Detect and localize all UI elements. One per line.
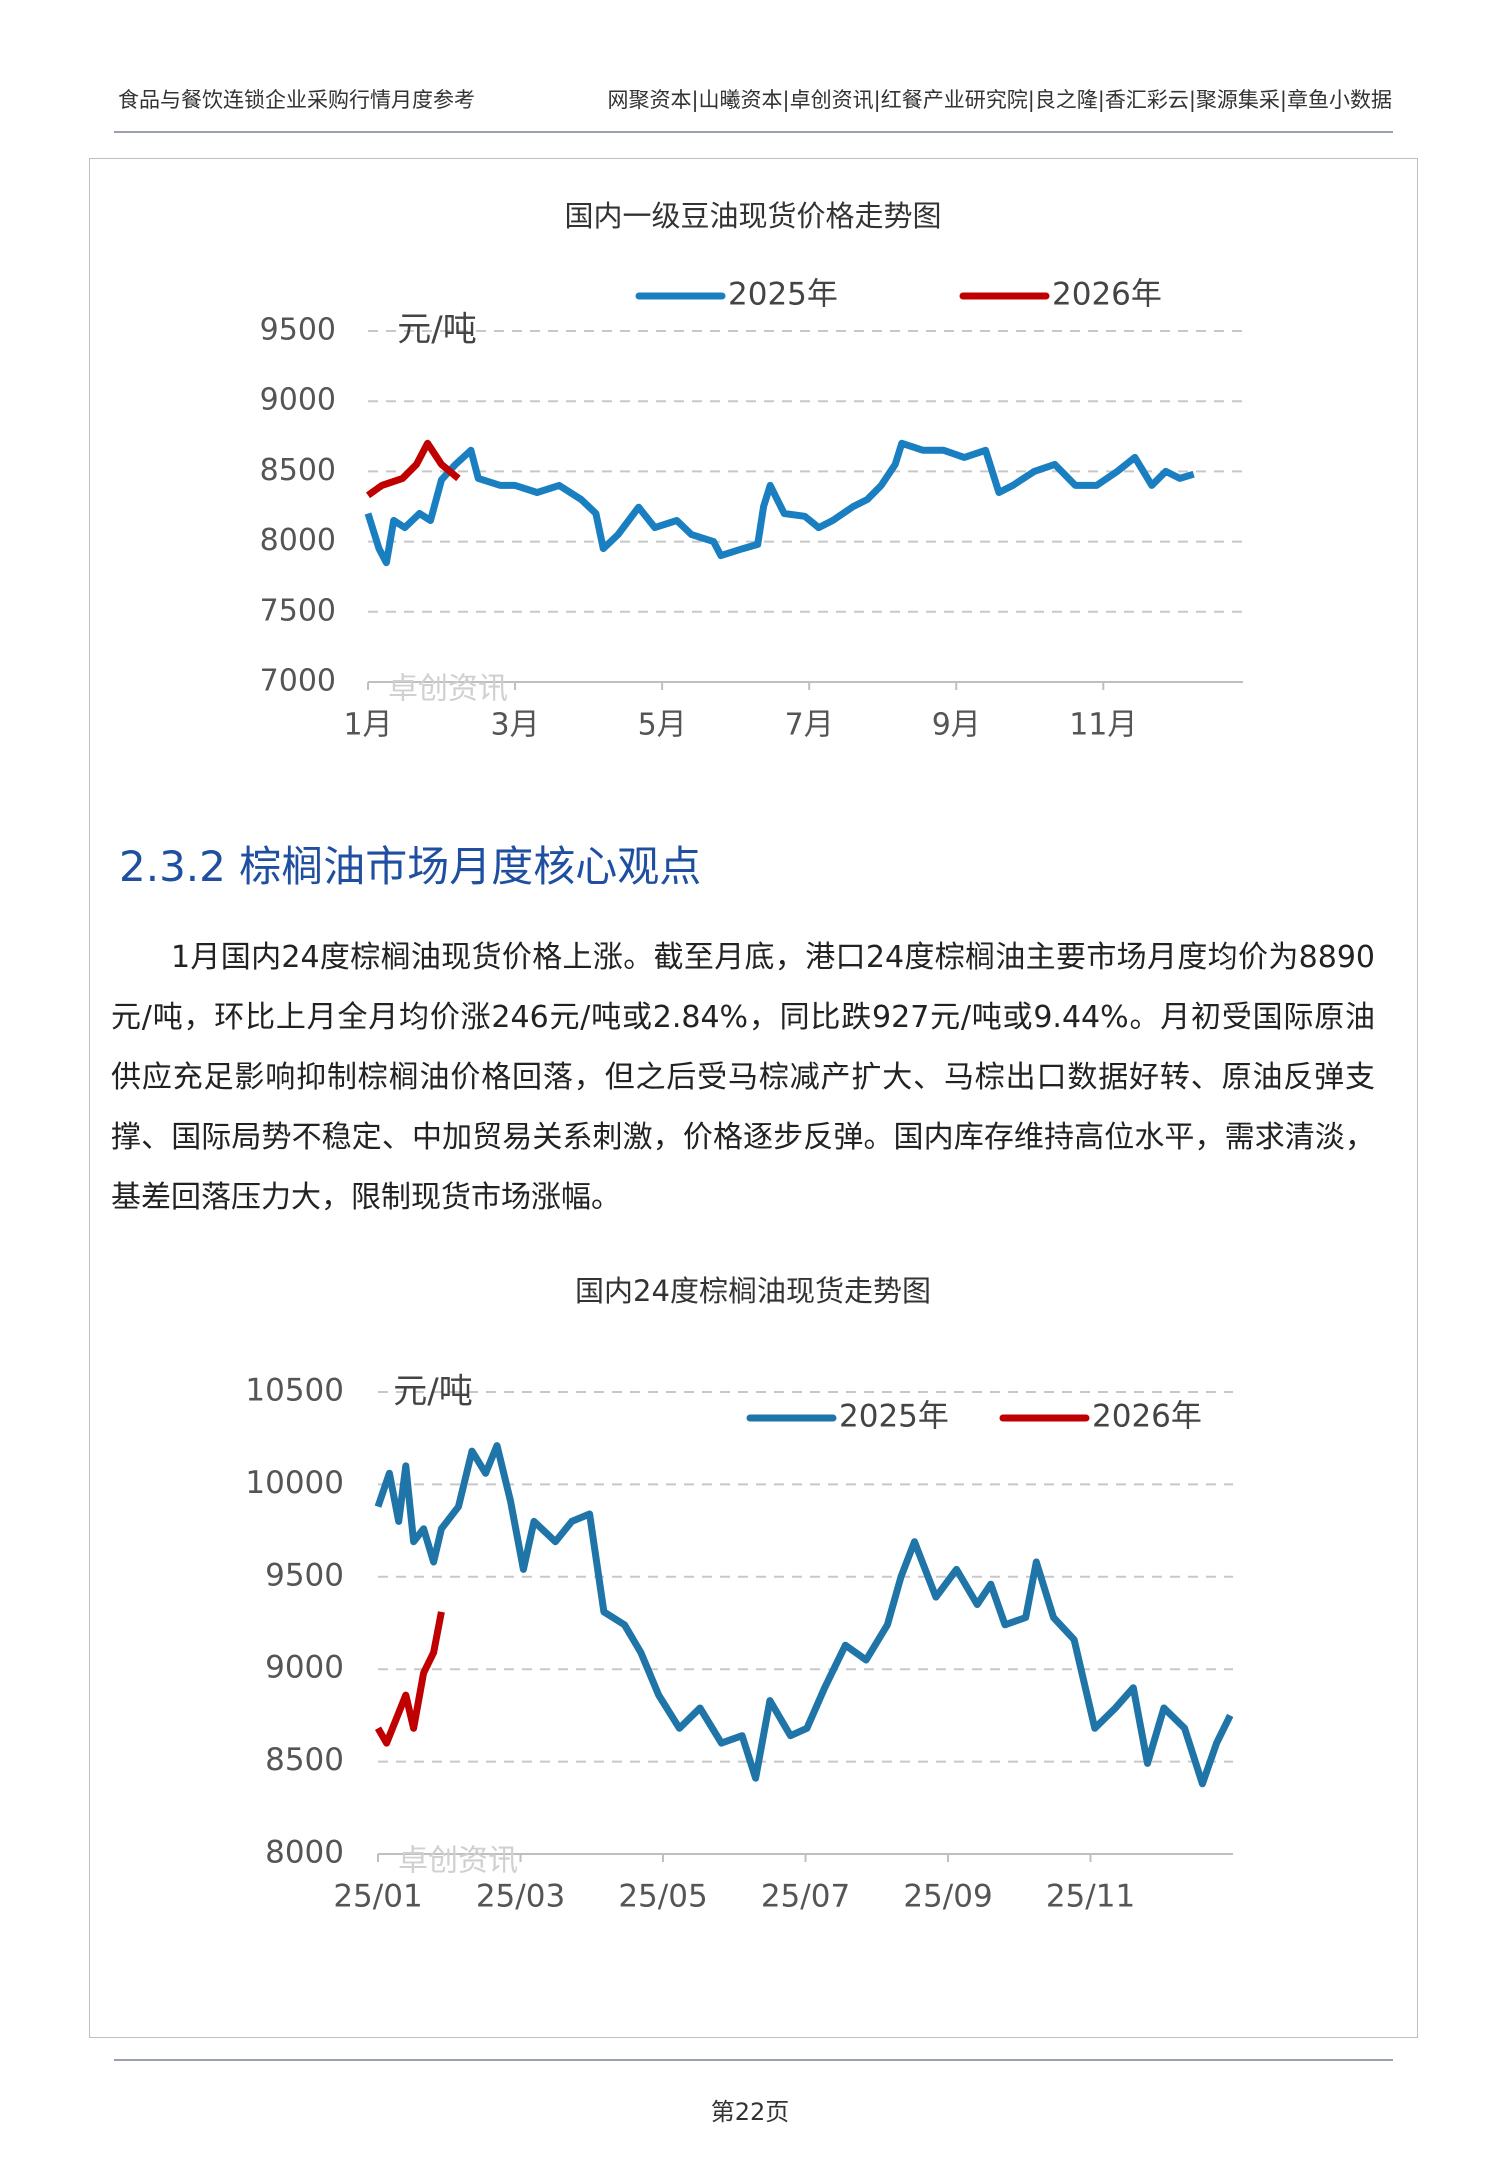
y-tick-label: 9000 bbox=[260, 383, 336, 418]
chart-title: 国内一级豆油现货价格走势图 bbox=[564, 199, 941, 233]
section-heading: 2.3.2 棕榈油市场月度核心观点 bbox=[119, 842, 702, 891]
header-rule bbox=[114, 131, 1393, 133]
y-tick-label: 8500 bbox=[260, 453, 336, 488]
y-tick-label: 9000 bbox=[265, 1650, 344, 1686]
y-tick-label: 7500 bbox=[260, 593, 336, 628]
x-tick-label: 11月 bbox=[1069, 708, 1137, 743]
x-tick-label: 25/11 bbox=[1046, 1879, 1135, 1915]
x-tick-label: 1月 bbox=[343, 708, 392, 743]
y-tick-label: 9500 bbox=[260, 313, 336, 348]
series-line bbox=[374, 1611, 445, 1747]
y-tick-label: 8500 bbox=[265, 1742, 344, 1778]
chart-title: 国内24度棕榈油现货走势图 bbox=[575, 1274, 931, 1308]
page-number: 第22页 bbox=[710, 2098, 790, 2126]
unit-label: 元/吨 bbox=[393, 1372, 472, 1412]
series-line bbox=[365, 439, 461, 499]
header-right: 网聚资本|山曦资本|卓创资讯|红餐产业研究院|良之隆|香汇彩云|聚源集采|章鱼小… bbox=[607, 88, 1392, 112]
x-tick-label: 25/09 bbox=[903, 1879, 992, 1915]
unit-label: 元/吨 bbox=[397, 310, 476, 350]
x-tick-label: 9月 bbox=[932, 708, 981, 743]
x-tick-label: 25/07 bbox=[761, 1879, 850, 1915]
y-tick-label: 7000 bbox=[260, 664, 336, 699]
legend-label: 2025年 bbox=[728, 277, 838, 313]
series-line bbox=[374, 1442, 1234, 1788]
y-tick-label: 10000 bbox=[245, 1465, 344, 1501]
footer-rule bbox=[114, 2059, 1393, 2061]
x-tick-label: 25/05 bbox=[618, 1879, 707, 1915]
y-tick-label: 8000 bbox=[265, 1835, 344, 1871]
x-tick-label: 25/03 bbox=[476, 1879, 565, 1915]
content-frame bbox=[89, 158, 1418, 2038]
y-tick-label: 8000 bbox=[260, 523, 336, 558]
watermark: 卓创资讯 bbox=[398, 1844, 518, 1879]
header-left: 食品与餐饮连锁企业采购行情月度参考 bbox=[118, 88, 475, 112]
y-tick-label: 10500 bbox=[245, 1373, 344, 1409]
y-tick-label: 9500 bbox=[265, 1557, 344, 1593]
watermark: 卓创资讯 bbox=[388, 672, 508, 707]
x-tick-label: 25/01 bbox=[333, 1879, 422, 1915]
legend-label: 2025年 bbox=[839, 1399, 949, 1435]
x-tick-label: 3月 bbox=[491, 708, 540, 743]
x-tick-label: 5月 bbox=[638, 708, 687, 743]
paragraph: 1月国内24度棕榈油现货价格上涨。截至月底，港口24度棕榈油主要市场月度均价为8… bbox=[111, 940, 1375, 1215]
x-tick-label: 7月 bbox=[785, 708, 834, 743]
series-line bbox=[364, 439, 1195, 567]
legend-label: 2026年 bbox=[1092, 1399, 1202, 1435]
legend-label: 2026年 bbox=[1052, 277, 1162, 313]
